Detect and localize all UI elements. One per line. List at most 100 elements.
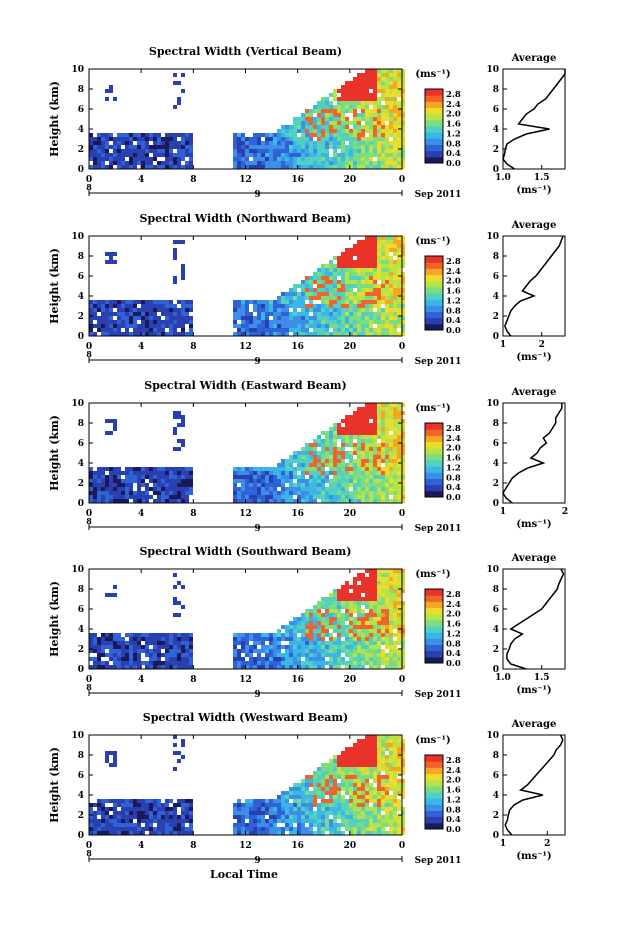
heatmap-cell [333,153,337,157]
heatmap-cell [329,495,333,499]
heatmap-cell [297,819,301,823]
heatmap-cell [393,407,397,411]
heatmap-cell [301,117,305,121]
average-y-tick-label: 2 [493,479,499,489]
heatmap-cell [177,803,181,807]
heatmap-cell [401,248,405,252]
heatmap-cell [385,447,389,451]
heatmap-cell [365,633,369,637]
heatmap-cell [233,149,237,153]
heatmap-cell [389,479,393,483]
heatmap-cell [401,129,405,133]
heatmap-cell [345,653,349,657]
heatmap-cell [397,133,401,137]
heatmap-cell [173,240,177,244]
heatmap-cell [93,471,97,475]
heatmap-cell [89,831,93,835]
heatmap-cell [373,77,377,81]
heatmap-cell [241,649,245,653]
heatmap-cell [137,308,141,312]
heatmap-cell [333,783,337,787]
heatmap-cell [365,775,369,779]
heatmap-cell [185,475,189,479]
heatmap-cell [393,320,397,324]
heatmap-cell [365,593,369,597]
heatmap-cell [297,795,301,799]
heatmap-cell [169,649,173,653]
heatmap-cell [389,324,393,328]
heatmap-cell [401,617,405,621]
heatmap-cell [349,431,353,435]
heatmap-cell [93,657,97,661]
heatmap-cell [133,479,137,483]
heatmap-cell [377,252,381,256]
heatmap-cell [309,280,313,284]
heatmap-cell [321,300,325,304]
heatmap-cell [177,823,181,827]
heatmap-cell [325,328,329,332]
heatmap-cell [325,779,329,783]
heatmap-cell [249,149,253,153]
heatmap-cell [321,637,325,641]
heatmap-cell [377,779,381,783]
heatmap-cell [313,479,317,483]
heatmap-cell [333,447,337,451]
heatmap-cell [281,827,285,831]
heatmap-cell [165,483,169,487]
heatmap-cell [337,280,341,284]
heatmap-cell [401,304,405,308]
heatmap-cell [269,811,273,815]
heatmap-cell [369,248,373,252]
heatmap-cell [257,491,261,495]
heatmap-cell [385,149,389,153]
heatmap-cell [105,755,109,759]
heatmap-cell [97,637,101,641]
heatmap-cell [261,799,265,803]
heatmap-cell [93,661,97,665]
heatmap-cell [373,252,377,256]
heatmap-cell [345,423,349,427]
heatmap-cell [373,657,377,661]
heatmap-cell [245,149,249,153]
heatmap-cell [369,157,373,161]
heatmap-cell [373,121,377,125]
heatmap-cell [181,803,185,807]
heatmap-cell [109,479,113,483]
heatmap-cell [361,653,365,657]
heatmap-cell [269,645,273,649]
heatmap-cell [301,113,305,117]
colorbar-segment [425,644,443,652]
heatmap-cell [353,316,357,320]
heatmap-cell [117,803,121,807]
heatmap-cell [109,819,113,823]
date-tick-label: 8 [86,182,92,192]
heatmap-cell [373,300,377,304]
heatmap-cell [137,133,141,137]
heatmap-cell [389,601,393,605]
heatmap-cell [349,601,353,605]
heatmap-cell [337,435,341,439]
heatmap-cell [389,577,393,581]
heatmap-cell [369,499,373,503]
heatmap-cell [389,471,393,475]
heatmap-cell [321,288,325,292]
heatmap-cell [277,665,281,669]
heatmap-cell [361,415,365,419]
heatmap-cell [161,633,165,637]
heatmap-cell [337,613,341,617]
heatmap-cell [333,617,337,621]
heatmap-cell [353,479,357,483]
heatmap-cell [325,304,329,308]
heatmap-cell [157,471,161,475]
heatmap-cell [301,141,305,145]
heatmap-cell [389,292,393,296]
heatmap-cell [273,653,277,657]
colorbar-unit: (ms⁻¹) [415,236,450,247]
heatmap-cell [389,284,393,288]
heatmap-cell [133,300,137,304]
heatmap-cell [381,137,385,141]
heatmap-cell [349,149,353,153]
heatmap-cell [117,165,121,169]
heatmap-cell [385,300,389,304]
heatmap-cell [385,641,389,645]
